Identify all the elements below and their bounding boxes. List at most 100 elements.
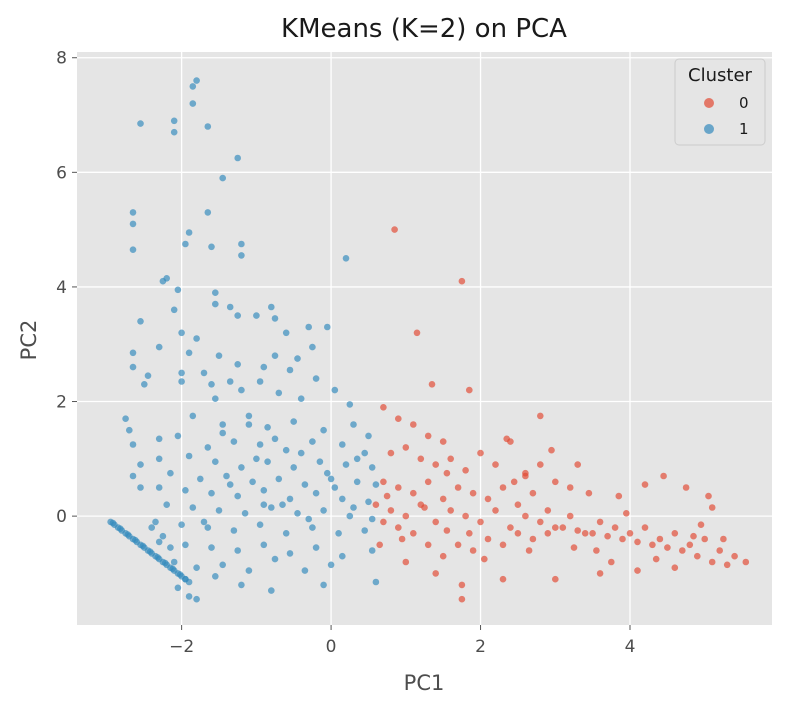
cluster-0-point [462, 467, 469, 474]
cluster-0-point [458, 595, 466, 603]
cluster-1-point [174, 584, 182, 592]
cluster-0-point [574, 461, 581, 468]
cluster-0-point [566, 512, 574, 520]
cluster-1-point [170, 117, 178, 125]
cluster-1-point [339, 552, 346, 560]
cluster-1-point [137, 461, 144, 468]
cluster-1-point [126, 426, 133, 434]
cluster-1-point [226, 378, 234, 385]
cluster-1-point [342, 254, 350, 262]
cluster-0-point [596, 570, 604, 577]
cluster-1-point [327, 561, 335, 569]
cluster-1-point [282, 329, 290, 337]
cluster-0-point [417, 455, 425, 463]
cluster-1-point [294, 510, 301, 517]
cluster-0-point [611, 524, 619, 531]
cluster-1-point [238, 252, 245, 259]
cluster-0-point [402, 444, 410, 451]
cluster-1-point [129, 209, 137, 216]
cluster-1-point [368, 464, 376, 471]
cluster-1-point [256, 441, 264, 448]
cluster-1-point [193, 564, 200, 571]
cluster-0-point [432, 570, 440, 577]
cluster-0-point [428, 381, 436, 388]
cluster-1-point [301, 481, 309, 488]
cluster-1-point [331, 386, 339, 394]
legend-label-cluster-0: 0 [739, 94, 749, 112]
cluster-1-point [129, 220, 137, 228]
cluster-0-point [664, 544, 671, 551]
cluster-1-point [223, 472, 230, 480]
cluster-1-point [271, 352, 279, 360]
y-axis-label: PC2 [17, 320, 41, 361]
cluster-1-point [174, 286, 182, 294]
cluster-0-point [432, 461, 440, 468]
cluster-0-point [499, 541, 507, 549]
x-axis-ticks: −2 0 2 4 [169, 625, 635, 657]
cluster-1-point [282, 446, 290, 454]
cluster-0-point [421, 504, 428, 511]
cluster-0-point [507, 524, 514, 531]
cluster-1-point [234, 492, 241, 500]
cluster-0-point [552, 575, 559, 583]
cluster-0-point [443, 469, 451, 477]
cluster-1-point [167, 544, 174, 551]
cluster-1-point [212, 573, 219, 580]
cluster-1-point [170, 128, 178, 136]
cluster-1-point [129, 472, 137, 480]
cluster-0-point [694, 552, 701, 560]
y-tick-label: 4 [56, 278, 67, 298]
cluster-1-point [346, 512, 354, 520]
cluster-1-point [372, 578, 380, 586]
cluster-1-point [234, 154, 241, 162]
cluster-0-point [410, 421, 417, 428]
cluster-1-point [189, 83, 197, 90]
cluster-0-point [581, 530, 589, 537]
cluster-1-point [193, 77, 200, 84]
cluster-1-point [148, 524, 155, 531]
cluster-0-point [391, 226, 398, 233]
cluster-0-point [537, 461, 544, 468]
cluster-0-point [720, 535, 727, 543]
cluster-0-point [682, 484, 690, 491]
cluster-1-point [189, 504, 197, 511]
cluster-0-point [477, 449, 484, 457]
cluster-1-point [185, 578, 193, 586]
cluster-1-point [279, 501, 286, 509]
cluster-1-point [132, 536, 139, 544]
cluster-0-point [398, 535, 406, 543]
cluster-1-point [238, 240, 245, 248]
cluster-0-point [544, 507, 552, 514]
cluster-1-point [170, 306, 178, 314]
legend-label-cluster-1: 1 [739, 120, 749, 138]
cluster-1-point [230, 527, 238, 534]
cluster-0-point [439, 438, 447, 445]
cluster-0-point [492, 507, 499, 514]
cluster-0-point [690, 532, 697, 540]
cluster-1-point [372, 481, 380, 488]
cluster-1-point [193, 595, 200, 603]
cluster-0-point [641, 524, 649, 531]
cluster-1-point [230, 438, 238, 445]
cluster-1-point [144, 372, 152, 380]
cluster-0-point [537, 412, 544, 420]
cluster-1-point [182, 240, 189, 248]
cluster-1-point [129, 441, 137, 448]
cluster-1-point [320, 507, 327, 514]
cluster-1-point [178, 369, 185, 377]
cluster-0-point [525, 547, 533, 554]
cluster-1-point [312, 375, 320, 382]
cluster-1-point [260, 487, 268, 494]
cluster-1-point [139, 542, 147, 550]
cluster-1-point [219, 421, 226, 428]
cluster-1-point [260, 501, 268, 509]
cluster-1-point [271, 555, 279, 563]
cluster-0-point [458, 277, 466, 285]
cluster-1-point [264, 458, 271, 466]
cluster-1-point [219, 429, 226, 437]
cluster-1-point [208, 544, 215, 551]
cluster-1-point [182, 487, 189, 494]
cluster-1-point [327, 475, 335, 483]
cluster-0-point [380, 518, 387, 526]
cluster-1-point [264, 424, 271, 431]
